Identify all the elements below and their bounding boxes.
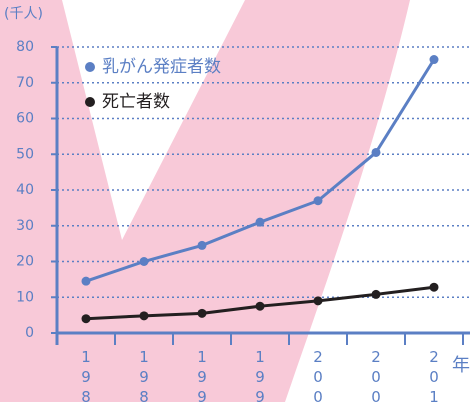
y-tick-label: 30 — [16, 218, 34, 234]
x-tick-label: 199 — [251, 348, 269, 402]
data-point — [198, 241, 207, 250]
x-tick-label: 198 — [77, 348, 95, 402]
data-point — [314, 296, 323, 305]
data-point — [314, 196, 323, 205]
y-tick-label: 20 — [16, 254, 34, 270]
data-point — [372, 290, 381, 299]
x-tick-label: 198 — [135, 348, 153, 402]
data-point — [256, 218, 265, 227]
chart: (千人) 年 0 10 20 30 40 50 60 70 80 198 198 199 199 200 2… — [0, 0, 470, 402]
data-point — [430, 283, 439, 292]
y-tick-label: 40 — [16, 182, 34, 198]
x-tick-label: 201 — [425, 348, 443, 402]
x-axis-title: 年 — [452, 355, 470, 376]
x-tick-label: 200 — [309, 348, 327, 402]
data-point — [82, 314, 91, 323]
y-tick-label: 50 — [16, 146, 34, 162]
x-tick-label: 200 — [367, 348, 385, 402]
data-point — [140, 257, 149, 266]
legend-marker — [85, 62, 95, 72]
x-tick-label: 199 — [193, 348, 211, 402]
data-point — [82, 277, 91, 286]
data-point — [430, 55, 439, 64]
legend-label: 乳がん発症者数 — [102, 57, 221, 77]
data-point — [140, 311, 149, 320]
data-point — [198, 309, 207, 318]
y-tick-label: 10 — [16, 289, 34, 305]
data-point — [372, 148, 381, 157]
y-tick-label: 70 — [16, 75, 34, 91]
legend-marker — [85, 97, 95, 107]
data-point — [256, 302, 265, 311]
legend-label: 死亡者数 — [102, 92, 170, 112]
y-tick-label: 80 — [16, 39, 34, 55]
y-axis-title: (千人) — [4, 6, 43, 22]
y-tick-label: 60 — [16, 111, 34, 127]
y-tick-label: 0 — [25, 325, 34, 341]
